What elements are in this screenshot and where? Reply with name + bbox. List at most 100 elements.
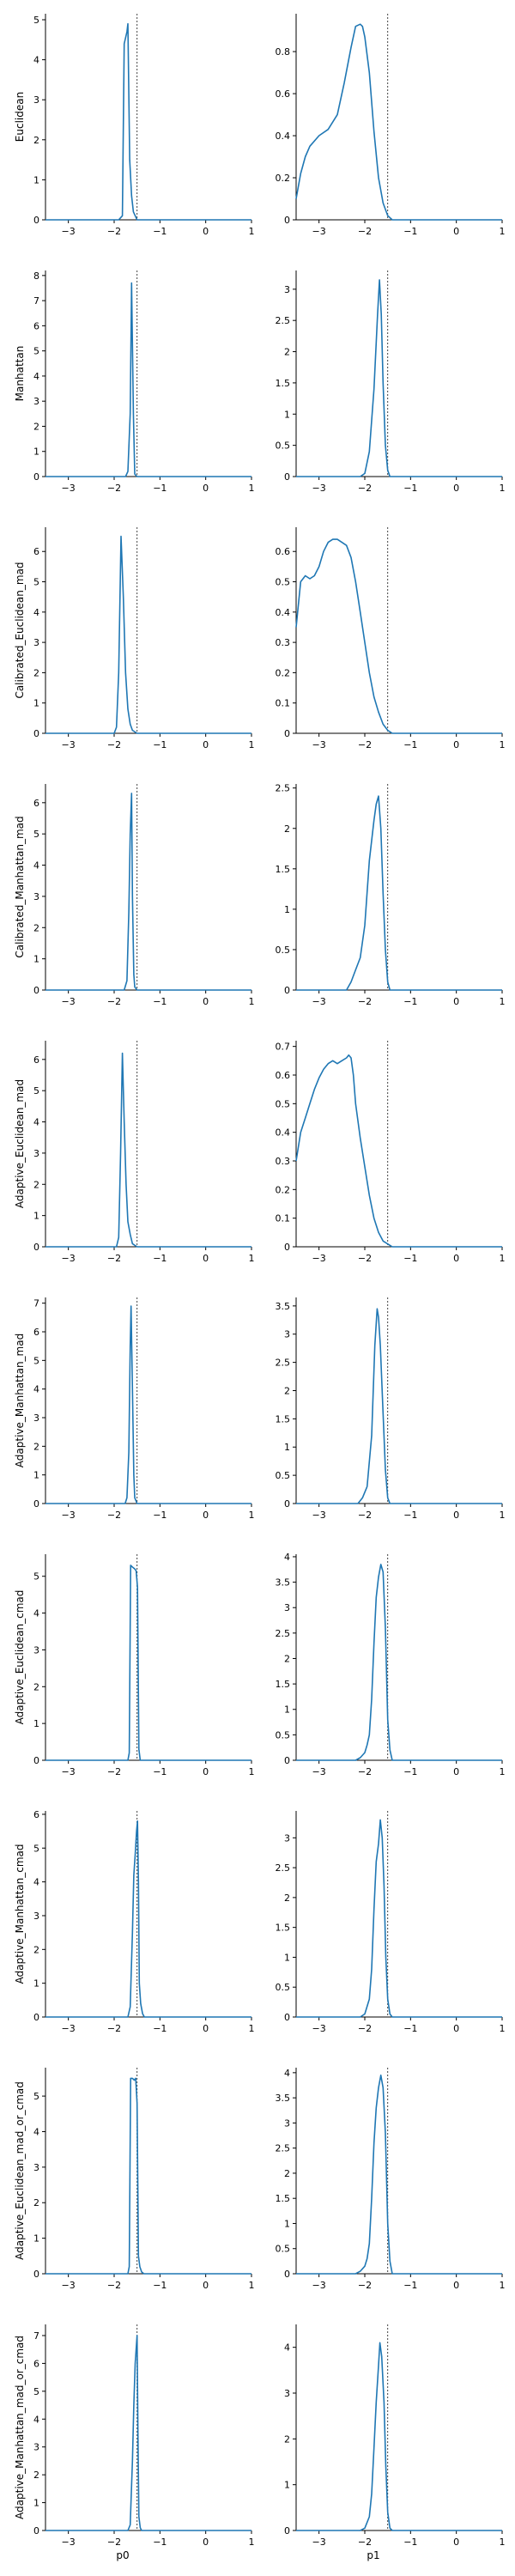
y-tick-label: 2 — [33, 2197, 39, 2208]
y-tick-label: 0 — [284, 985, 290, 996]
y-tick-label: 2 — [33, 1441, 39, 1452]
x-tick-label: 1 — [249, 2537, 255, 2548]
y-tick-label: 0.5 — [276, 2244, 291, 2255]
y-tick-label: 3 — [33, 891, 39, 902]
y-tick-label: 3 — [284, 1329, 290, 1340]
x-tick-label: −3 — [62, 2280, 76, 2291]
y-tick-label: 3 — [33, 396, 39, 407]
x-tick-label: −3 — [62, 1253, 76, 1264]
y-tick-label: 6 — [33, 546, 39, 557]
x-tick-label: −1 — [153, 2537, 167, 2548]
y-tick-label: 3 — [284, 284, 290, 295]
y-tick-label: 4 — [33, 1384, 39, 1395]
y-tick-label: 0 — [33, 2525, 39, 2537]
panel-Euclidean-p0: −3 −2 −1 0 1 0 1 2 3 4 5 Euclidean — [14, 14, 255, 237]
y-tick-label: 5 — [33, 829, 39, 840]
panel-Adaptive_Manhattan_mad-p1: −3 −2 −1 0 1 0 0.5 1 1.5 2 2.5 3 3.5 — [276, 1297, 506, 1521]
density-curve — [45, 793, 251, 991]
y-tick-label: 6 — [33, 1054, 39, 1066]
density-curve — [45, 2077, 251, 2275]
y-tick-label: 0 — [284, 471, 290, 483]
density-curve — [296, 2342, 502, 2531]
panel-Adaptive_Manhattan_mad_or_cmad-p0: −3 −2 −1 0 1 0 1 2 3 4 5 6 7 Adaptive_Manhattan_mad_o… — [14, 2324, 255, 2561]
y-tick-label: 7 — [33, 2330, 39, 2342]
y-tick-label: 2 — [33, 2470, 39, 2481]
row-label-Adaptive_Euclidean_cmad: Adaptive_Euclidean_cmad — [14, 1590, 26, 1725]
x-tick-label: 1 — [500, 1510, 506, 1521]
x-tick-label: −1 — [403, 996, 417, 1007]
y-tick-label: 2 — [33, 1944, 39, 1955]
y-tick-label: 3 — [284, 2388, 290, 2399]
x-tick-label: 1 — [249, 739, 255, 750]
y-tick-label: 3 — [33, 2162, 39, 2173]
x-tick-label: 0 — [203, 1253, 209, 1264]
y-tick-label: 0 — [33, 1498, 39, 1510]
y-tick-label: 5 — [33, 1571, 39, 1583]
x-tick-label: −1 — [153, 226, 167, 237]
y-tick-label: 1.5 — [276, 1413, 291, 1425]
y-tick-label: 3 — [33, 1148, 39, 1159]
y-tick-label: 0 — [284, 1498, 290, 1510]
y-tick-label: 2 — [33, 667, 39, 678]
y-tick-label: 0.5 — [276, 1982, 291, 1993]
y-tick-label: 2 — [33, 421, 39, 432]
y-tick-label: 1.5 — [276, 1923, 291, 1934]
density-curve — [296, 1308, 502, 1504]
x-tick-label: −3 — [312, 483, 326, 494]
y-tick-label: 0.7 — [276, 1042, 291, 1053]
density-curve — [296, 1564, 502, 1761]
y-tick-label: 0.5 — [276, 440, 291, 452]
y-tick-label: 7 — [33, 295, 39, 307]
x-tick-label: −1 — [403, 226, 417, 237]
y-tick-label: 1.5 — [276, 2193, 291, 2204]
x-tick-label: −3 — [312, 2023, 326, 2034]
y-tick-label: 2.5 — [276, 1862, 291, 1874]
panel-Manhattan-p1: −3 −2 −1 0 1 0 0.5 1 1.5 2 2.5 3 — [276, 270, 506, 494]
panel-Adaptive_Manhattan_cmad-p1: −3 −2 −1 0 1 0 0.5 1 1.5 2 2.5 3 — [276, 1811, 506, 2034]
y-tick-label: 1 — [33, 698, 39, 709]
row-label-Adaptive_Manhattan_mad: Adaptive_Manhattan_mad — [14, 1334, 26, 1467]
density-curve — [296, 1819, 502, 2018]
x-tick-label: 1 — [249, 2280, 255, 2291]
y-tick-label: 3 — [284, 1832, 290, 1844]
panel-Adaptive_Euclidean_cmad-p0: −3 −2 −1 0 1 0 1 2 3 4 5 Adaptive_Euclidean_cmad — [14, 1554, 255, 1777]
y-tick-label: 0.5 — [276, 1470, 291, 1481]
y-tick-label: 2.5 — [276, 2143, 291, 2154]
x-tick-label: 0 — [203, 2280, 209, 2291]
panel-Calibrated_Euclidean_mad-p1: −3 −2 −1 0 1 0 0.1 0.2 0.3 0.4 0.5 0.6 — [276, 527, 506, 750]
y-tick-label: 0 — [33, 728, 39, 739]
x-tick-label: 0 — [203, 483, 209, 494]
x-tick-label: 0 — [203, 2537, 209, 2548]
x-tick-label: 1 — [500, 1253, 506, 1264]
y-tick-label: 5 — [33, 2091, 39, 2102]
y-tick-label: 1 — [33, 1978, 39, 1990]
panel-Adaptive_Euclidean_mad-p0: −3 −2 −1 0 1 0 1 2 3 4 5 6 Adaptive_Euclidean_mad — [14, 1041, 255, 1264]
density-curve — [296, 2075, 502, 2275]
y-tick-label: 0 — [33, 1242, 39, 1253]
x-tick-label: 1 — [500, 226, 506, 237]
y-tick-label: 3.5 — [276, 1577, 291, 1589]
panel-Calibrated_Manhattan_mad-p1: −3 −2 −1 0 1 0 0.5 1 1.5 2 2.5 — [276, 783, 506, 1007]
x-tick-label: −1 — [403, 1253, 417, 1264]
y-tick-label: 0.6 — [276, 88, 291, 100]
x-tick-label: −1 — [153, 1253, 167, 1264]
x-tick-label: −2 — [358, 226, 372, 237]
y-tick-label: 1 — [284, 1952, 290, 1963]
y-tick-label: 5 — [33, 15, 39, 26]
y-tick-label: 5 — [33, 1843, 39, 1854]
panel-Adaptive_Euclidean_cmad-p1: −3 −2 −1 0 1 0 0.5 1 1.5 2 2.5 3 3.5 4 — [276, 1552, 506, 1777]
y-tick-label: 0 — [284, 2525, 290, 2537]
row-label-Euclidean: Euclidean — [14, 92, 26, 142]
y-tick-label: 1 — [284, 1704, 290, 1716]
y-tick-label: 1 — [284, 2218, 290, 2229]
x-tick-label: −3 — [312, 1253, 326, 1264]
x-tick-label: −1 — [403, 1766, 417, 1777]
y-tick-label: 0.4 — [276, 1127, 291, 1139]
x-tick-label: −2 — [358, 2537, 372, 2548]
y-tick-label: 1 — [33, 954, 39, 965]
y-tick-label: 1 — [33, 174, 39, 185]
y-tick-label: 5 — [33, 1355, 39, 1366]
y-tick-label: 2 — [33, 135, 39, 146]
x-tick-label: −2 — [107, 1253, 121, 1264]
